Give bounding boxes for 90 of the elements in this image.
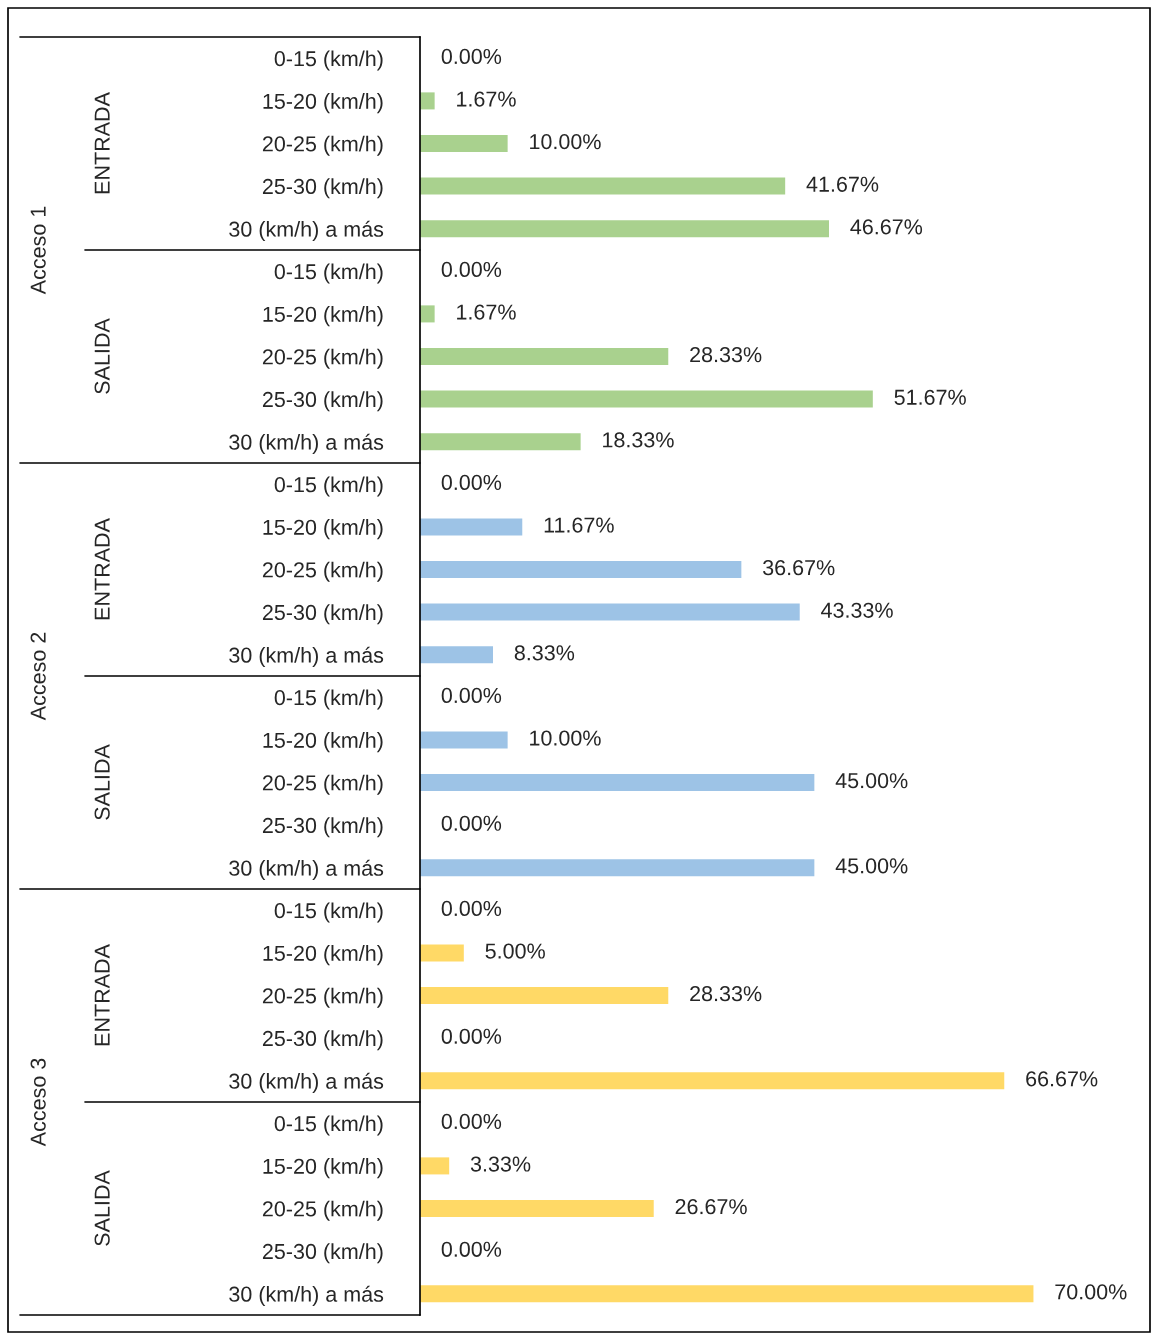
text: Acceso 2	[30, 632, 46, 721]
data-label: 8.33%	[514, 645, 575, 661]
bar	[420, 518, 523, 536]
bar	[420, 731, 508, 749]
data-label: 0.00%	[441, 900, 502, 917]
bar	[420, 603, 800, 621]
bar	[420, 177, 786, 195]
y-tick-label: 25-30 (km/h)	[262, 604, 383, 625]
y-tick-label: 0-15 (km/h)	[274, 263, 383, 284]
data-label: 0.00%	[441, 48, 502, 65]
bar	[420, 92, 435, 110]
bar	[420, 986, 669, 1005]
data-label: 3.33%	[470, 1156, 531, 1172]
y-tick-label: 30 (km/h) a más	[229, 1072, 384, 1094]
y-tick-label: 15-20 (km/h)	[263, 306, 383, 327]
y-tick-label: 20-25 (km/h)	[262, 135, 383, 156]
y-tick-label: 20-25 (km/h)	[262, 561, 383, 582]
text: Acceso 1	[30, 206, 46, 295]
data-label: 0.00%	[441, 261, 502, 278]
text: Acceso 3	[30, 1058, 46, 1147]
y-tick-label: 30 (km/h) a más	[229, 859, 384, 881]
bar	[420, 1072, 1005, 1090]
y-tick-label: 15-20 (km/h)	[263, 519, 383, 540]
text: SALIDA	[94, 1170, 110, 1246]
data-label: 45.00%	[835, 773, 908, 789]
y-tick-label: 20-25 (km/h)	[262, 1200, 383, 1221]
bar	[420, 944, 464, 962]
y-tick-label: 15-20 (km/h)	[263, 732, 383, 753]
y-tick-label: 25-30 (km/h)	[262, 178, 383, 199]
data-label: 0.00%	[441, 687, 502, 704]
y-tick-label: 30 (km/h) a más	[229, 1285, 384, 1307]
data-label: 0.00%	[441, 815, 502, 831]
bar	[420, 134, 508, 153]
bar	[420, 1199, 654, 1218]
text: ENTRADA	[94, 518, 110, 620]
data-label: 36.67%	[763, 560, 835, 576]
y-tick-label: 20-25 (km/h)	[262, 987, 383, 1008]
y-tick-label: 0-15 (km/h)	[274, 50, 383, 71]
data-label: 51.67%	[894, 389, 966, 405]
y-tick-label: 0-15 (km/h)	[274, 1115, 383, 1136]
data-label: 45.00%	[835, 858, 908, 874]
y-tick-label: 15-20 (km/h)	[263, 945, 383, 966]
bar	[420, 433, 581, 451]
bar	[420, 347, 669, 366]
data-label: 46.67%	[850, 219, 923, 235]
y-tick-label: 20-25 (km/h)	[262, 774, 383, 795]
data-label: 5.00%	[485, 943, 545, 959]
bar	[420, 773, 815, 792]
data-label: 1.67%	[457, 304, 516, 320]
data-label: 43.33%	[821, 602, 893, 618]
data-label: 26.67%	[675, 1199, 747, 1215]
data-label: 11.67%	[544, 517, 614, 533]
text: ENTRADA	[94, 944, 110, 1046]
y-tick-label: 30 (km/h) a más	[229, 220, 384, 242]
bar	[420, 220, 829, 238]
text: SALIDA	[94, 744, 110, 820]
data-label: 10.00%	[530, 730, 601, 746]
y-tick-label: 25-30 (km/h)	[262, 1030, 383, 1051]
data-label: 41.67%	[806, 176, 879, 192]
data-label: 0.00%	[441, 1113, 502, 1130]
data-label: 28.33%	[690, 986, 762, 1002]
data-label: 10.00%	[530, 134, 601, 150]
data-label: 1.67%	[457, 91, 516, 107]
y-tick-label: 0-15 (km/h)	[274, 476, 383, 497]
y-tick-label: 0-15 (km/h)	[274, 902, 383, 923]
bar	[420, 390, 873, 408]
bar	[420, 560, 742, 579]
bar	[420, 859, 815, 877]
y-tick-label: 15-20 (km/h)	[263, 1158, 383, 1179]
y-tick-label: 25-30 (km/h)	[262, 817, 383, 838]
y-tick-label: 25-30 (km/h)	[262, 1243, 383, 1264]
text: SALIDA	[94, 318, 110, 394]
y-tick-label: 25-30 (km/h)	[262, 391, 383, 412]
y-tick-label: 0-15 (km/h)	[274, 689, 383, 710]
bar	[420, 1285, 1034, 1303]
data-label: 18.33%	[603, 432, 674, 448]
y-tick-label: 20-25 (km/h)	[262, 348, 383, 369]
data-label: 28.33%	[690, 347, 762, 363]
bar	[420, 646, 493, 664]
bar	[420, 305, 435, 323]
data-label: 70.00%	[1055, 1284, 1127, 1300]
y-tick-label: 30 (km/h) a más	[229, 433, 384, 455]
data-label: 0.00%	[441, 1028, 502, 1044]
y-tick-label: 30 (km/h) a más	[229, 646, 384, 668]
data-label: 0.00%	[441, 1241, 502, 1257]
y-tick-label: 15-20 (km/h)	[263, 93, 383, 114]
bar	[420, 1157, 450, 1175]
data-label: 0.00%	[441, 474, 502, 491]
text: ENTRADA	[94, 92, 110, 194]
data-label: 66.67%	[1026, 1071, 1098, 1087]
